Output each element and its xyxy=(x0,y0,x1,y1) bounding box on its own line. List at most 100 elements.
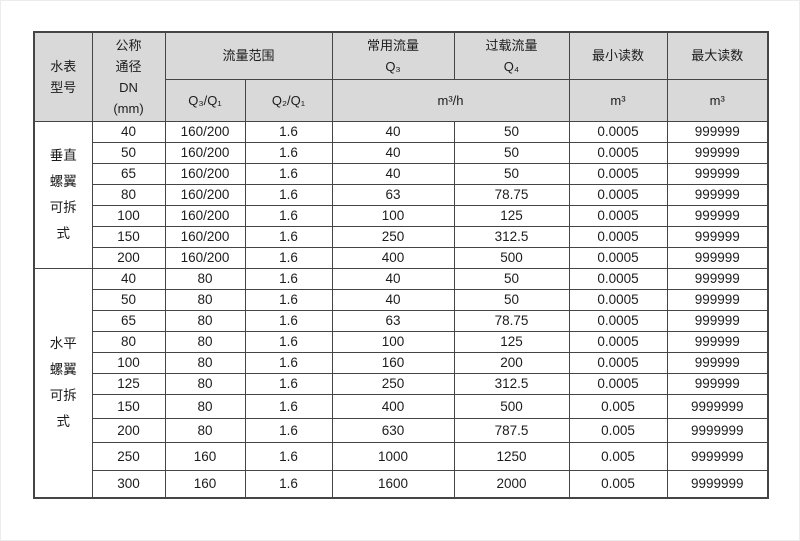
table-cell: 1.6 xyxy=(244,204,333,227)
table-cell: 1.6 xyxy=(244,162,333,185)
table-cell: 0.005 xyxy=(568,417,668,443)
table-cell: 630 xyxy=(331,417,455,443)
table-cell: 150 xyxy=(91,225,166,248)
table-cell: 0.0005 xyxy=(568,183,668,206)
header-common-flow: 常用流量 Q₃ xyxy=(331,31,455,80)
table-cell: 999999 xyxy=(666,330,769,353)
table-row: 50 80 1.6 40 50 0.0005 999999 xyxy=(34,288,769,311)
table-cell: 125 xyxy=(91,372,166,395)
table-cell: 160 xyxy=(331,351,455,374)
table-cell: 9999999 xyxy=(666,417,769,443)
table-cell: 100 xyxy=(91,351,166,374)
table-row: 300 160 1.6 1600 2000 0.005 9999999 xyxy=(34,469,769,499)
table-cell: 999999 xyxy=(666,225,769,248)
table-cell: 999999 xyxy=(666,162,769,185)
table-row: 150 80 1.6 400 500 0.005 9999999 xyxy=(34,393,769,419)
table-cell: 50 xyxy=(91,288,166,311)
table-cell: 1.6 xyxy=(244,309,333,332)
table-cell: 2000 xyxy=(453,469,570,499)
table-cell: 80 xyxy=(164,351,246,374)
table-cell: 80 xyxy=(164,309,246,332)
table-cell: 1250 xyxy=(453,441,570,471)
table-cell: 160/200 xyxy=(164,120,246,143)
table-cell: 50 xyxy=(453,162,570,185)
table-cell: 160/200 xyxy=(164,162,246,185)
table-row: 垂直 螺翼 可拆 式 40 160/200 1.6 40 50 0.0005 999999 xyxy=(33,120,769,269)
table-row: 250 160 1.6 1000 1250 0.005 9999999 xyxy=(34,441,769,471)
table-row: 水平 螺翼 可拆 式 40 80 1.6 40 50 0.0005 999999 xyxy=(33,267,769,499)
meter-type-group-label: 水平 螺翼 可拆 式 xyxy=(33,267,93,499)
header-min-reading: 最小读数 xyxy=(568,31,668,80)
table-cell: 1.6 xyxy=(244,351,333,374)
table-cell: 0.0005 xyxy=(568,309,668,332)
table-cell: 9999999 xyxy=(666,469,769,499)
table-cell: 78.75 xyxy=(453,183,570,206)
table-cell: 50 xyxy=(453,288,570,311)
header-meter-type: 水表 型号 xyxy=(33,31,93,122)
table-row: 100 160/200 1.6 100 125 0.0005 999999 xyxy=(34,204,769,227)
table-cell: 1.6 xyxy=(244,469,333,499)
header-min-reading-unit: m³ xyxy=(568,78,668,122)
table-cell: 999999 xyxy=(666,141,769,164)
table-row: 100 80 1.6 160 200 0.0005 999999 xyxy=(34,351,769,374)
table-cell: 312.5 xyxy=(453,225,570,248)
table-row: 50 160/200 1.6 40 50 0.0005 999999 xyxy=(34,141,769,164)
table-cell: 999999 xyxy=(666,372,769,395)
table-cell: 100 xyxy=(331,330,455,353)
table-cell: 0.005 xyxy=(568,441,668,471)
table-cell: 400 xyxy=(331,246,455,269)
table-cell: 80 xyxy=(91,330,166,353)
table-cell: 0.0005 xyxy=(568,225,668,248)
header-nominal-diameter: 公称 通径 DN (mm) xyxy=(91,31,166,122)
table-cell: 63 xyxy=(331,309,455,332)
header-q3-q1-ratio: Q₃/Q₁ xyxy=(164,78,246,122)
table-row: 200 160/200 1.6 400 500 0.0005 999999 xyxy=(34,246,769,269)
table-cell: 0.0005 xyxy=(568,288,668,311)
meter-type-group-label: 垂直 螺翼 可拆 式 xyxy=(33,120,93,269)
table-cell: 80 xyxy=(164,393,246,419)
table-cell: 9999999 xyxy=(666,393,769,419)
table-cell: 0.0005 xyxy=(568,351,668,374)
table-cell: 0.0005 xyxy=(568,204,668,227)
table-cell: 0.005 xyxy=(568,469,668,499)
table-cell: 0.0005 xyxy=(568,372,668,395)
table-cell: 80 xyxy=(91,183,166,206)
table-cell: 160/200 xyxy=(164,183,246,206)
table-body: 垂直 螺翼 可拆 式 40 160/200 1.6 40 50 0.0005 999999 50… xyxy=(33,120,769,499)
table-cell: 400 xyxy=(331,393,455,419)
table-cell: 1.6 xyxy=(244,393,333,419)
table-cell: 40 xyxy=(331,141,455,164)
table-cell: 500 xyxy=(453,246,570,269)
table-cell: 1.6 xyxy=(244,330,333,353)
table-header: 水表 型号 公称 通径 DN (mm) 流量范围 常用流量 Q₃ 过载流量 Q₄… xyxy=(33,31,769,122)
table-cell: 1.6 xyxy=(244,417,333,443)
table-cell: 999999 xyxy=(666,309,769,332)
table-cell: 200 xyxy=(91,246,166,269)
table-cell: 40 xyxy=(331,288,455,311)
table-cell: 80 xyxy=(164,417,246,443)
table-cell: 65 xyxy=(91,309,166,332)
header-row-1: 水表 型号 公称 通径 DN (mm) 流量范围 常用流量 Q₃ 过载流量 Q₄… xyxy=(33,31,769,122)
table-cell: 125 xyxy=(453,330,570,353)
table-cell: 1.6 xyxy=(244,246,333,269)
header-max-reading-unit: m³ xyxy=(666,78,769,122)
table-cell: 200 xyxy=(453,351,570,374)
table-cell: 1.6 xyxy=(244,267,333,290)
table-row: 200 80 1.6 630 787.5 0.005 9999999 xyxy=(34,417,769,443)
table-cell: 40 xyxy=(331,267,455,290)
header-overload-flow: 过载流量 Q₄ xyxy=(453,31,570,80)
header-max-reading: 最大读数 xyxy=(666,31,769,80)
table-cell: 40 xyxy=(91,267,166,290)
table-cell: 999999 xyxy=(666,288,769,311)
table-cell: 50 xyxy=(91,141,166,164)
table-cell: 40 xyxy=(331,120,455,143)
table-cell: 50 xyxy=(453,141,570,164)
table-row: 80 160/200 1.6 63 78.75 0.0005 999999 xyxy=(34,183,769,206)
table-cell: 1600 xyxy=(331,469,455,499)
table-cell: 999999 xyxy=(666,246,769,269)
table-cell: 999999 xyxy=(666,267,769,290)
table-cell: 1.6 xyxy=(244,441,333,471)
table-cell: 100 xyxy=(331,204,455,227)
table-cell: 63 xyxy=(331,183,455,206)
